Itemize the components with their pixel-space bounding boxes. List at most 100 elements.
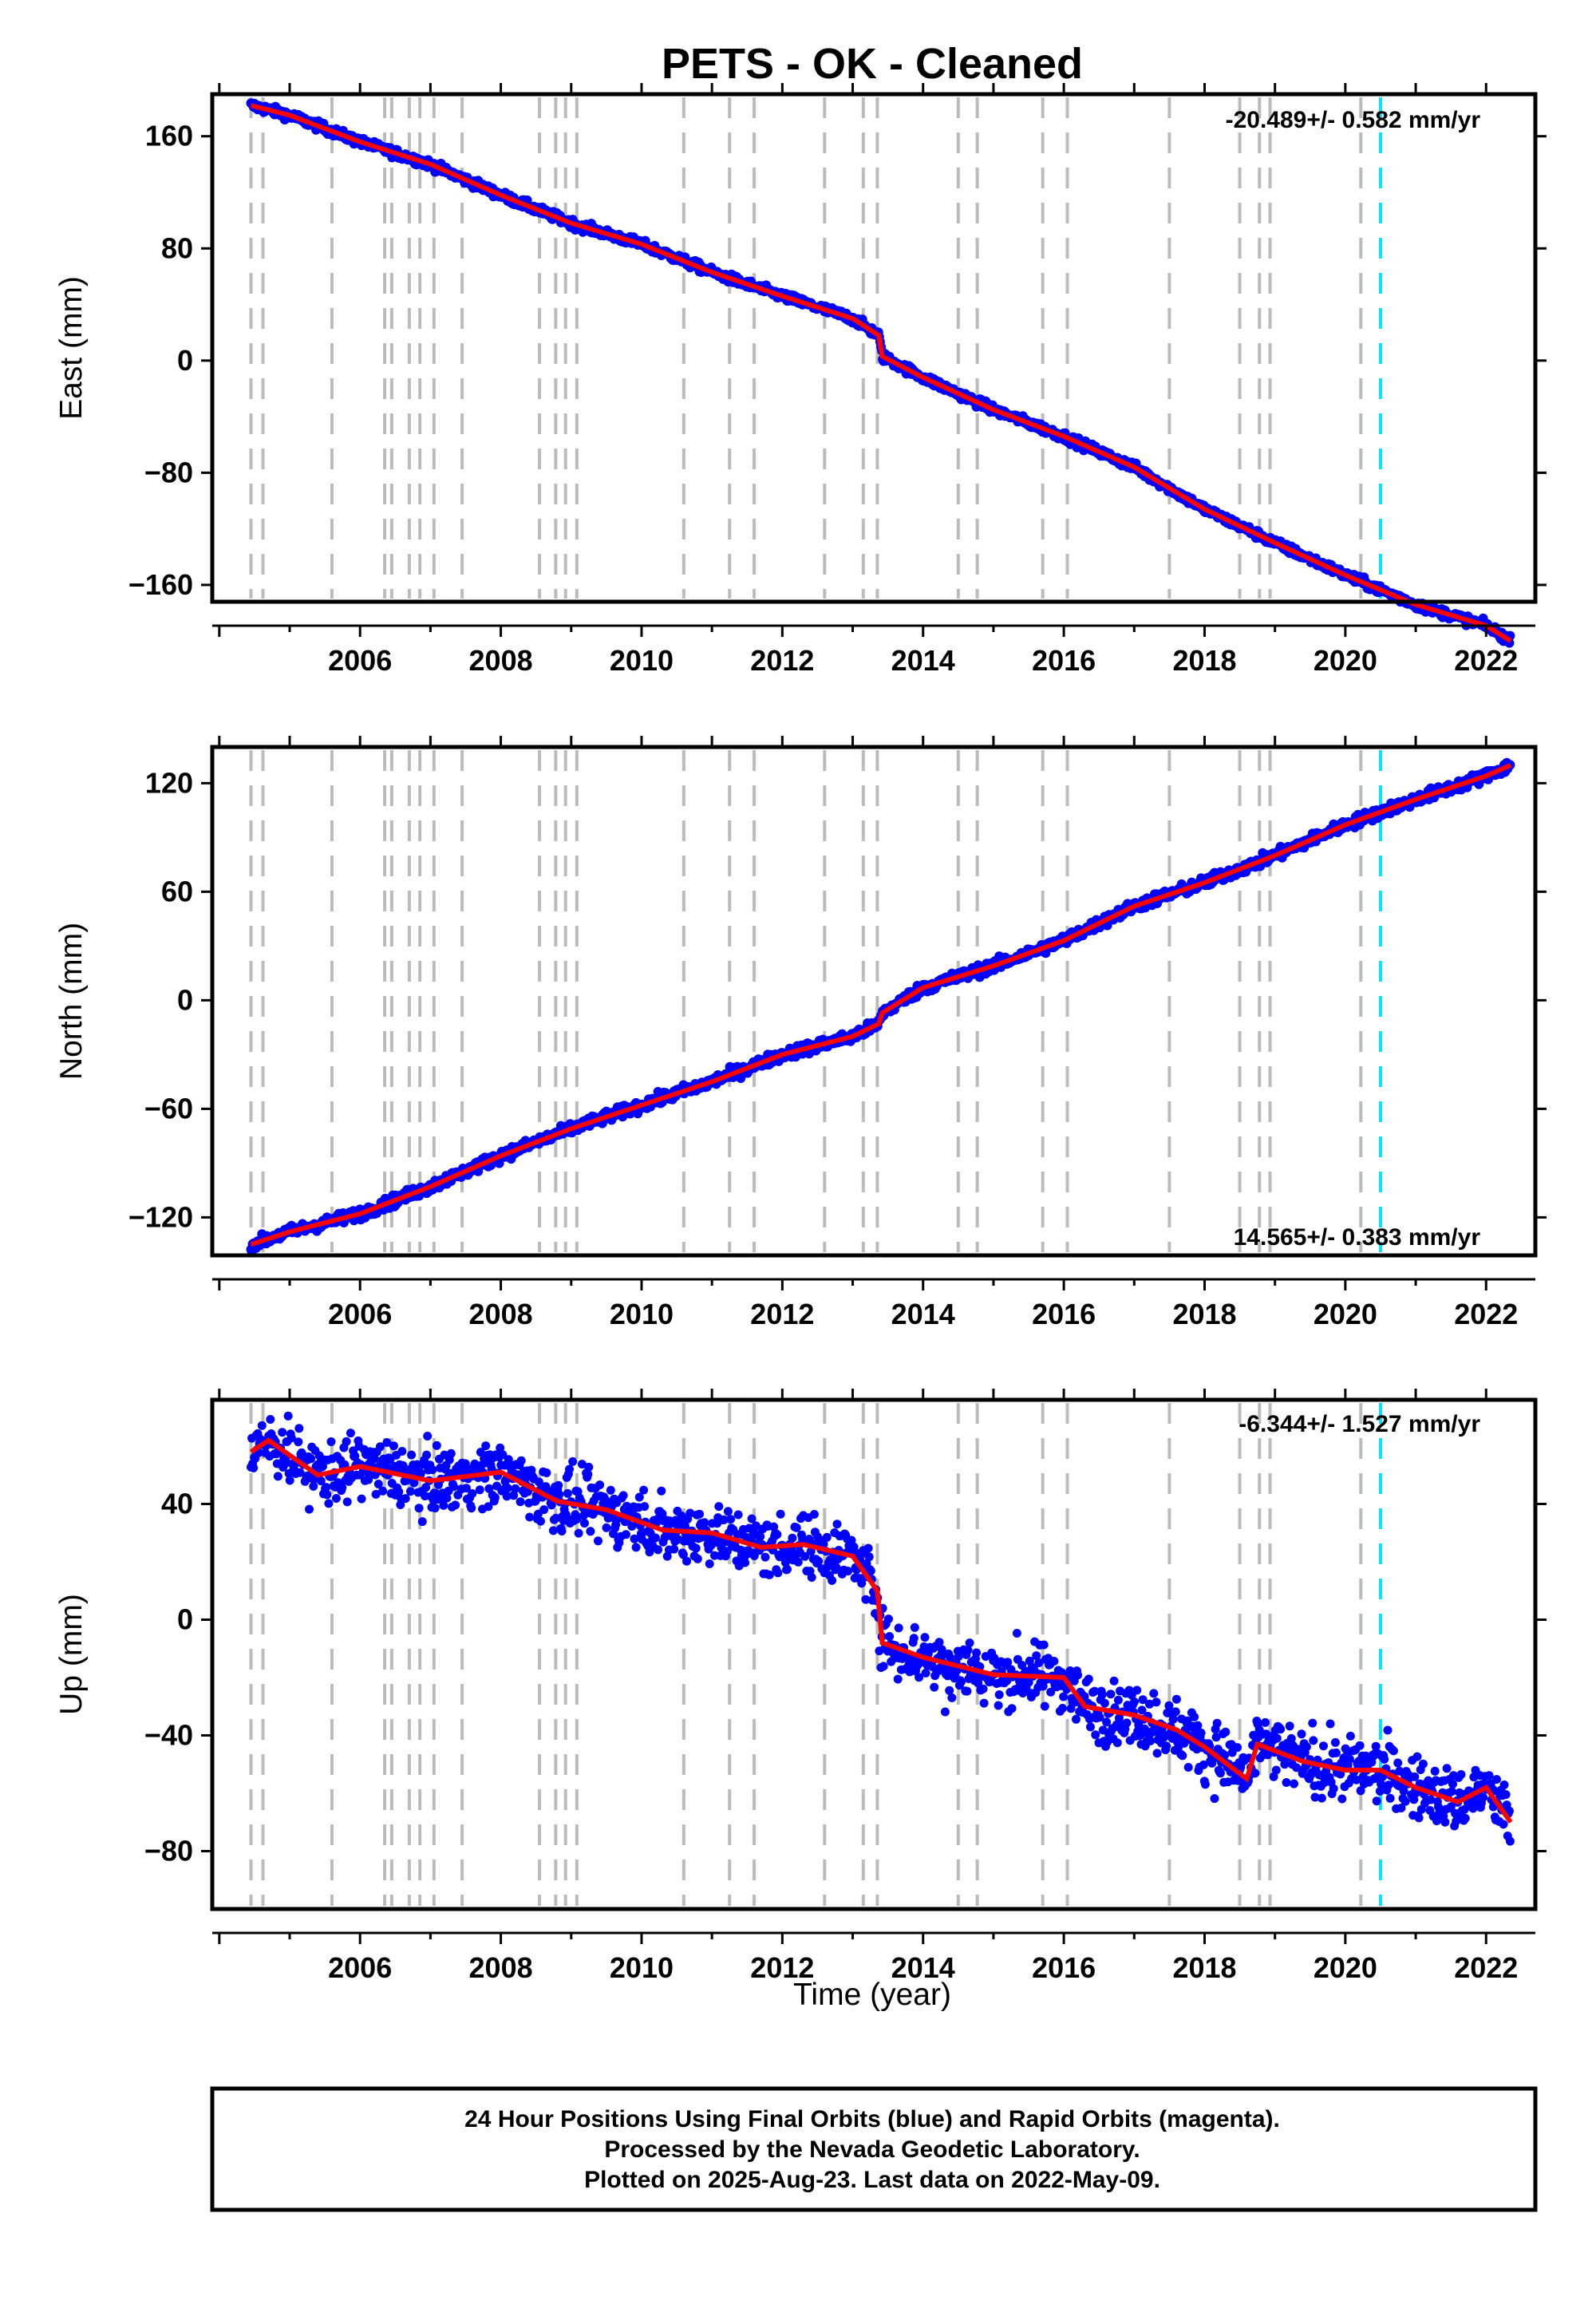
up-data-point — [1309, 1736, 1318, 1745]
up-data-point — [1032, 1651, 1041, 1661]
up-data-point — [776, 1509, 785, 1519]
up-data-point — [583, 1469, 593, 1479]
up-data-point — [382, 1438, 392, 1447]
up-data-point — [533, 1509, 543, 1519]
up-data-point — [475, 1485, 484, 1495]
up-data-point — [586, 1527, 595, 1536]
up-data-point — [1302, 1742, 1311, 1752]
up-data-point — [1190, 1712, 1199, 1721]
up-data-point — [1220, 1750, 1230, 1760]
up-data-point — [994, 1701, 1003, 1710]
east-x-tick-label: 2010 — [610, 644, 674, 677]
up-data-point — [1152, 1749, 1162, 1758]
up-data-point — [294, 1424, 304, 1433]
up-data-point — [943, 1671, 953, 1681]
up-data-point — [539, 1505, 549, 1515]
up-data-point — [511, 1484, 520, 1493]
up-data-point — [1113, 1695, 1123, 1705]
footer-box: 24 Hour Positions Using Final Orbits (bl… — [210, 2086, 1538, 2212]
east-y-tick-label: 80 — [161, 231, 193, 264]
up-data-point — [631, 1543, 641, 1552]
up-data-point — [417, 1517, 427, 1527]
up-data-point — [682, 1556, 692, 1566]
up-data-point — [322, 1490, 332, 1500]
north-x-tick-label: 2020 — [1314, 1298, 1377, 1330]
up-data-point — [490, 1493, 500, 1502]
up-data-point — [1430, 1766, 1440, 1776]
up-data-point — [1058, 1704, 1067, 1713]
up-data-point — [1440, 1817, 1450, 1827]
up-data-point — [606, 1485, 615, 1495]
up-data-point — [580, 1519, 589, 1528]
up-data-point — [502, 1492, 512, 1501]
up-data-point — [1389, 1746, 1398, 1756]
up-data-point — [660, 1532, 670, 1542]
up-data-point — [572, 1515, 582, 1524]
up-data-point — [561, 1510, 571, 1520]
up-data-point — [1196, 1728, 1206, 1737]
up-x-tick-label: 2018 — [1172, 1951, 1236, 1984]
up-data-point — [1319, 1741, 1328, 1751]
up-data-point — [1505, 1836, 1515, 1846]
up-data-point — [283, 1411, 293, 1421]
up-x-tick-label: 2010 — [610, 1951, 674, 1984]
up-data-point — [1499, 1780, 1509, 1789]
up-data-point — [1377, 1779, 1385, 1788]
up-data-point — [828, 1575, 837, 1585]
up-data-point — [442, 1493, 452, 1503]
footer-line-2: Processed by the Nevada Geodetic Laborat… — [604, 2136, 1140, 2163]
up-y-axis-label: Up (mm) — [54, 1594, 89, 1715]
east-x-tick-label: 2012 — [750, 644, 814, 677]
up-x-tick-label: 2012 — [750, 1951, 814, 1984]
up-data-point — [909, 1634, 918, 1643]
chart-title: PETS - OK - Cleaned — [662, 40, 1083, 88]
up-data-point — [1261, 1717, 1270, 1727]
up-data-point — [1122, 1718, 1132, 1728]
up-data-point — [685, 1508, 695, 1518]
up-data-point — [1034, 1658, 1044, 1667]
up-x-tick-label: 2016 — [1032, 1951, 1096, 1984]
up-data-point — [484, 1502, 493, 1512]
up-data-point — [653, 1515, 662, 1524]
up-data-point — [555, 1490, 564, 1500]
up-data-point — [670, 1544, 679, 1554]
up-data-point — [764, 1570, 774, 1579]
up-data-point — [1285, 1721, 1294, 1731]
up-data-point — [894, 1623, 903, 1633]
up-data-point — [930, 1682, 939, 1692]
up-data-point — [864, 1552, 874, 1562]
up-data-point — [627, 1522, 637, 1531]
up-data-point — [1385, 1793, 1395, 1803]
up-y-tick-label: −80 — [144, 1835, 193, 1867]
up-data-point — [338, 1483, 347, 1492]
up-data-point — [1065, 1666, 1075, 1675]
up-data-point — [309, 1481, 318, 1491]
up-data-point — [915, 1673, 924, 1682]
up-x-tick-label: 2006 — [328, 1951, 392, 1984]
up-data-point — [1233, 1743, 1242, 1753]
up-data-point — [847, 1535, 856, 1545]
up-data-point — [849, 1542, 859, 1551]
up-data-point — [1250, 1769, 1260, 1778]
up-data-point — [428, 1465, 437, 1475]
north-x-tick-label: 2012 — [750, 1298, 814, 1330]
up-data-point — [273, 1472, 282, 1481]
up-velocity-label: -6.344+/- 1.527 mm/yr — [1238, 1411, 1480, 1437]
east-y-tick-label: −160 — [128, 568, 193, 601]
up-data-point — [346, 1429, 355, 1438]
up-data-point — [1097, 1690, 1107, 1699]
up-data-point — [525, 1512, 535, 1522]
up-data-point — [1447, 1787, 1456, 1796]
up-data-point — [1149, 1689, 1159, 1698]
up-data-point — [1091, 1730, 1100, 1740]
x-axis-label: Time (year) — [793, 1978, 951, 2012]
up-data-point — [421, 1483, 431, 1492]
up-data-point — [1162, 1741, 1171, 1751]
up-data-point — [369, 1454, 379, 1464]
up-data-point — [691, 1543, 701, 1553]
up-data-point — [1212, 1718, 1222, 1728]
up-data-point — [783, 1564, 792, 1574]
up-x-tick-label: 2020 — [1314, 1951, 1377, 1984]
up-data-point — [342, 1437, 351, 1446]
up-data-point — [324, 1499, 334, 1508]
